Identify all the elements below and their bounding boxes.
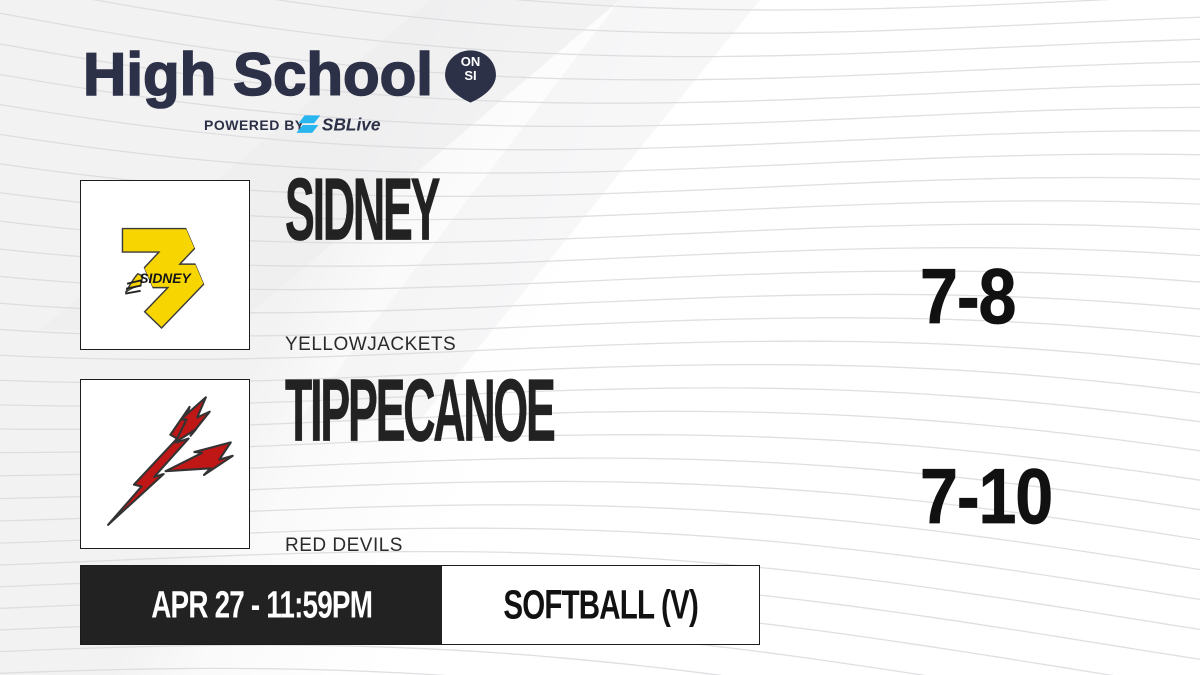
svg-text:SBLive: SBLive [322, 114, 381, 134]
svg-text:SIDNEY: SIDNEY [139, 270, 192, 286]
